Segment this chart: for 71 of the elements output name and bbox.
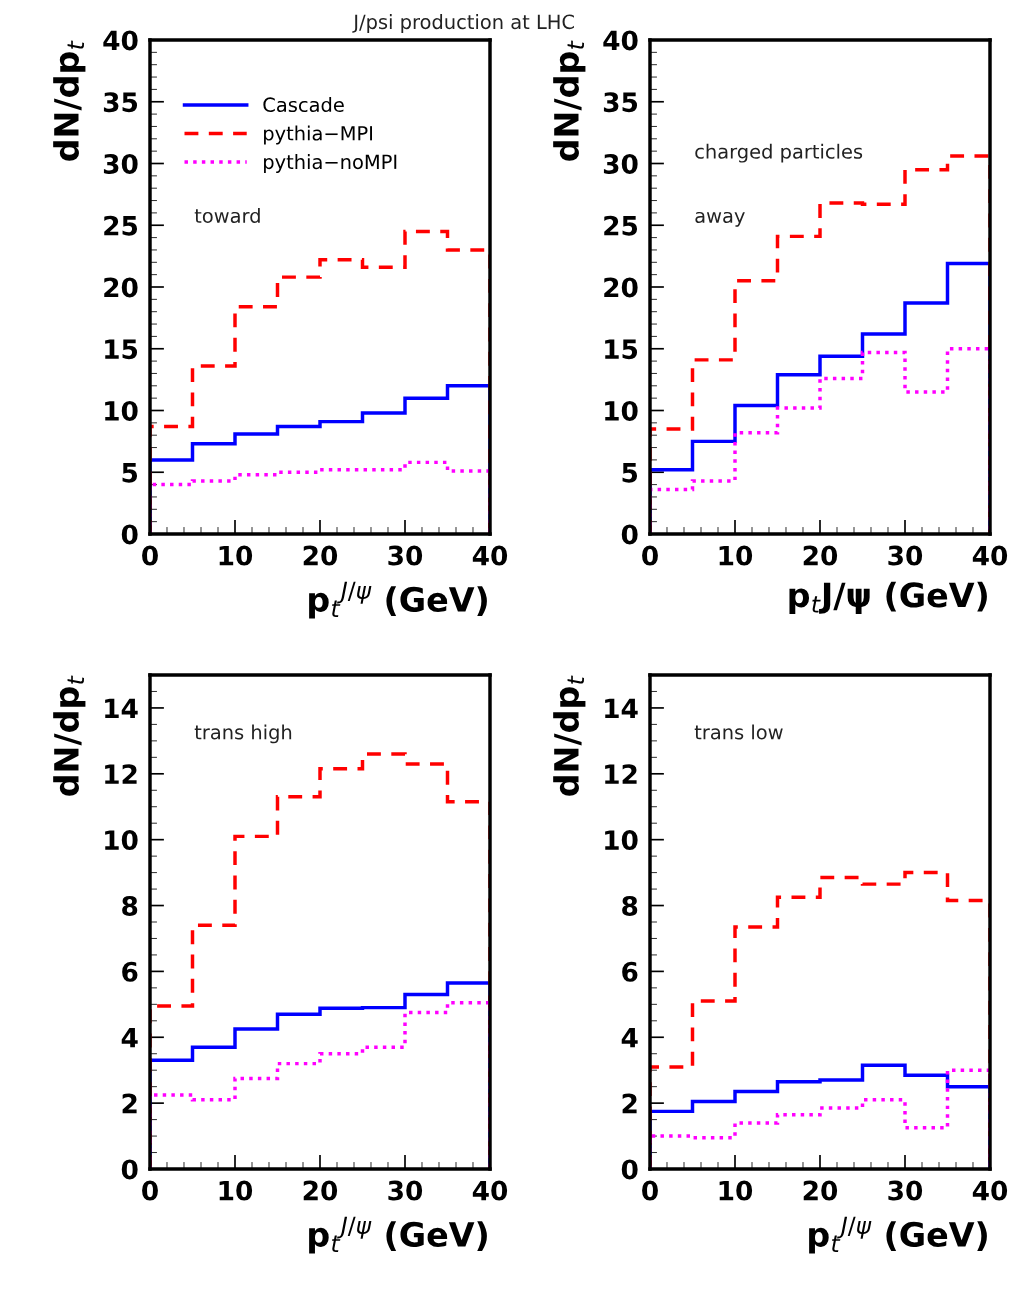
x-tick-label: 0 [142, 1180, 158, 1201]
y-tick-label: 12 [605, 764, 637, 784]
y-tick-label: 14 [605, 698, 638, 718]
x-tick-label: 20 [303, 545, 338, 566]
y-tick-label: 0 [121, 524, 138, 545]
x-tick-label: 40 [972, 545, 1008, 566]
x-tick-label: 30 [888, 545, 923, 566]
y-tick-label: 25 [604, 215, 638, 236]
y-tick-label: 25 [104, 215, 138, 236]
y-tick-label: 15 [105, 339, 138, 360]
y-tick-label: 12 [105, 764, 137, 784]
y-tick-label: 4 [621, 1028, 638, 1048]
y-tick-label: 20 [104, 277, 138, 298]
y-tick-label: 40 [103, 30, 138, 51]
x-axis-title: p$_{t}$$^{J/ψ}$ (GeV) [309, 1216, 487, 1254]
x-tick-label: 0 [642, 1180, 658, 1201]
y-tick-label: 4 [121, 1028, 138, 1048]
y-tick-label: 10 [105, 400, 138, 421]
annotation: trans low [694, 724, 783, 740]
y-tick-label: 2 [122, 1093, 137, 1114]
y-tick-label: 0 [621, 524, 638, 545]
y-tick-label: 30 [603, 153, 638, 174]
x-axis-title: p$_{t}$$^{J/ψ}$ (GeV) [309, 581, 487, 619]
x-tick-label: 30 [888, 1180, 923, 1201]
y-tick-label: 6 [122, 961, 138, 982]
x-tick-label: 10 [219, 545, 253, 566]
y-axis-title: dN/dp$_{t}$ [53, 40, 86, 161]
annotation: toward [194, 208, 260, 224]
y-tick-label: 5 [122, 463, 138, 483]
x-axis-title: p$_{t}$$^{J/ψ}$ (GeV) [809, 1216, 987, 1254]
x-tick-label: 40 [472, 545, 508, 566]
y-tick-label: 0 [121, 1159, 138, 1180]
y-tick-label: 8 [122, 895, 138, 916]
x-axis-title: p$_{t}$J/ψ (GeV) [789, 581, 987, 614]
legend-label: pythia−noMPI [264, 154, 397, 173]
y-axis-title: dN/dp$_{t}$ [53, 675, 86, 796]
annotation: charged particles [695, 143, 863, 163]
legend-label: Cascade [263, 97, 344, 113]
annotation: trans high [194, 724, 292, 744]
y-tick-label: 5 [622, 463, 638, 483]
y-tick-label: 8 [622, 895, 638, 916]
x-tick-label: 20 [303, 1180, 338, 1201]
x-tick-label: 30 [388, 1180, 423, 1201]
y-tick-label: 10 [605, 830, 638, 851]
annotation: away [695, 211, 745, 227]
x-tick-label: 30 [388, 545, 423, 566]
x-tick-label: 20 [803, 1180, 838, 1201]
x-tick-label: 40 [972, 1180, 1008, 1201]
y-tick-label: 14 [105, 698, 138, 718]
x-tick-label: 10 [219, 1180, 253, 1201]
y-axis-title: dN/dp$_{t}$ [553, 40, 586, 161]
legend-label: pythia−MPI [264, 125, 373, 145]
y-tick-label: 10 [105, 830, 138, 851]
y-tick-label: 30 [103, 153, 138, 174]
x-tick-label: 0 [142, 545, 158, 566]
y-tick-label: 15 [605, 339, 638, 360]
y-tick-label: 10 [605, 400, 638, 421]
y-tick-label: 35 [603, 92, 638, 113]
x-tick-label: 20 [803, 545, 838, 566]
y-tick-label: 35 [103, 92, 138, 113]
x-tick-label: 10 [719, 1180, 753, 1201]
x-tick-label: 10 [719, 545, 753, 566]
y-tick-label: 6 [622, 961, 638, 982]
x-tick-label: 0 [642, 545, 658, 566]
y-tick-label: 20 [604, 277, 638, 298]
x-tick-label: 40 [472, 1180, 508, 1201]
chart-title: J/psi production at LHC [352, 14, 574, 33]
y-tick-label: 2 [622, 1093, 637, 1114]
y-tick-label: 0 [621, 1159, 638, 1180]
y-axis-title: dN/dp$_{t}$ [553, 675, 586, 796]
y-tick-label: 40 [603, 30, 638, 51]
